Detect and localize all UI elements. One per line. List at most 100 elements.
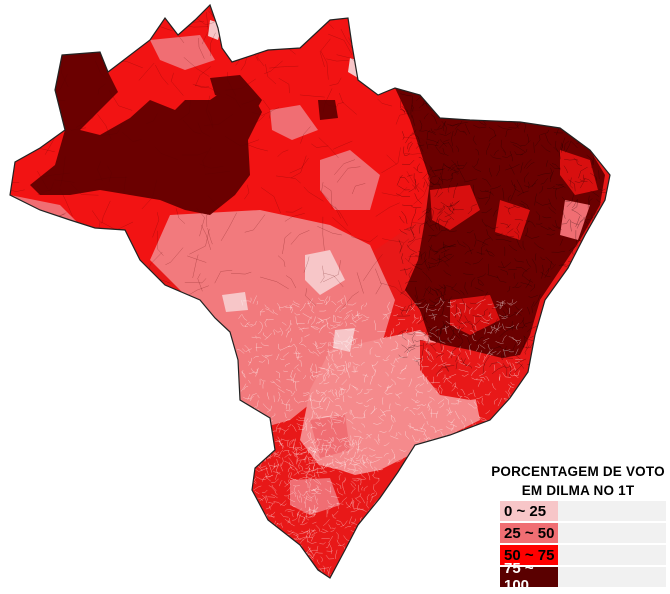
municipality-border <box>475 464 483 466</box>
municipality-border <box>587 254 595 256</box>
light-patch <box>222 292 248 312</box>
municipality-border <box>524 97 534 107</box>
municipality-border <box>4 220 8 243</box>
municipality-border <box>448 437 454 440</box>
municipality-border <box>258 529 260 538</box>
municipality-border <box>36 38 43 60</box>
municipality-border <box>266 575 274 577</box>
municipality-border <box>351 571 356 574</box>
municipality-border <box>571 342 573 352</box>
municipality-border <box>105 32 107 53</box>
municipality-border <box>356 9 374 23</box>
municipality-border <box>473 93 481 104</box>
municipality-border <box>580 272 588 278</box>
municipality-border <box>42 9 62 26</box>
municipality-border <box>577 337 579 346</box>
municipality-border <box>256 457 261 463</box>
municipality-border <box>307 557 308 560</box>
municipality-border <box>411 452 413 459</box>
municipality-border <box>533 102 538 113</box>
municipality-border <box>31 0 52 18</box>
municipality-border <box>602 113 610 116</box>
municipality-border <box>583 97 588 107</box>
municipality-border <box>575 102 584 109</box>
municipality-border <box>558 343 567 350</box>
municipality-border <box>320 578 321 582</box>
municipality-border <box>34 73 38 109</box>
municipality-border <box>566 365 576 371</box>
municipality-border <box>569 99 573 111</box>
municipality-border <box>574 115 576 125</box>
municipality-border <box>399 0 424 12</box>
municipality-border <box>424 49 432 72</box>
municipality-border <box>404 47 424 53</box>
municipality-border <box>469 470 473 474</box>
municipality-border <box>455 451 460 455</box>
municipality-border <box>379 502 384 507</box>
municipality-border <box>438 460 443 462</box>
municipality-border <box>578 256 586 263</box>
municipality-border <box>314 574 315 581</box>
municipality-border <box>343 557 346 563</box>
municipality-border <box>477 440 482 446</box>
municipality-border <box>296 566 298 573</box>
municipality-border <box>255 459 258 461</box>
municipality-border <box>267 443 270 450</box>
municipality-border <box>260 536 266 538</box>
municipality-border <box>370 71 398 80</box>
municipality-border <box>432 91 440 93</box>
municipality-border <box>501 422 503 427</box>
municipality-border <box>511 422 518 425</box>
municipality-border <box>65 254 70 267</box>
municipality-border <box>245 431 254 434</box>
municipality-border <box>521 87 527 93</box>
municipality-border <box>271 544 275 547</box>
municipality-border <box>248 464 253 466</box>
municipality-border <box>496 439 501 441</box>
municipality-border <box>527 107 537 116</box>
municipality-border <box>579 139 591 140</box>
municipality-border <box>462 454 465 459</box>
municipality-border <box>573 342 580 343</box>
municipality-border <box>586 139 591 141</box>
municipality-border <box>30 0 37 12</box>
municipality-border <box>574 101 578 107</box>
municipality-border <box>368 534 372 540</box>
municipality-border <box>461 454 470 457</box>
municipality-border <box>449 468 456 469</box>
municipality-border <box>262 525 271 530</box>
municipality-border <box>489 106 491 115</box>
municipality-border <box>505 409 507 417</box>
municipality-border <box>580 258 590 260</box>
municipality-border <box>565 342 576 344</box>
legend-item: 25 ~ 50 <box>500 522 666 544</box>
municipality-border <box>347 560 352 566</box>
municipality-border <box>549 321 558 330</box>
municipality-border <box>468 432 471 435</box>
municipality-border <box>553 89 564 92</box>
municipality-border <box>506 110 514 114</box>
municipality-border <box>31 17 50 23</box>
municipality-border <box>257 575 260 580</box>
municipality-border <box>565 100 567 108</box>
municipality-border <box>264 554 269 561</box>
municipality-border <box>536 357 542 365</box>
legend-swatch-bg <box>558 567 666 587</box>
municipality-border <box>569 99 576 105</box>
municipality-border <box>289 558 290 563</box>
municipality-border <box>261 457 265 458</box>
municipality-border <box>564 319 573 321</box>
municipality-border <box>542 344 548 356</box>
municipality-border <box>254 570 258 575</box>
municipality-border <box>513 396 519 398</box>
municipality-border <box>516 412 521 416</box>
municipality-border <box>253 524 254 533</box>
municipality-border <box>551 290 560 293</box>
municipality-border <box>4 55 12 72</box>
municipality-border <box>264 556 268 557</box>
municipality-border <box>366 529 370 530</box>
municipality-border <box>31 101 48 106</box>
municipality-border <box>499 415 507 416</box>
municipality-border <box>251 446 256 453</box>
municipality-border <box>443 93 451 98</box>
